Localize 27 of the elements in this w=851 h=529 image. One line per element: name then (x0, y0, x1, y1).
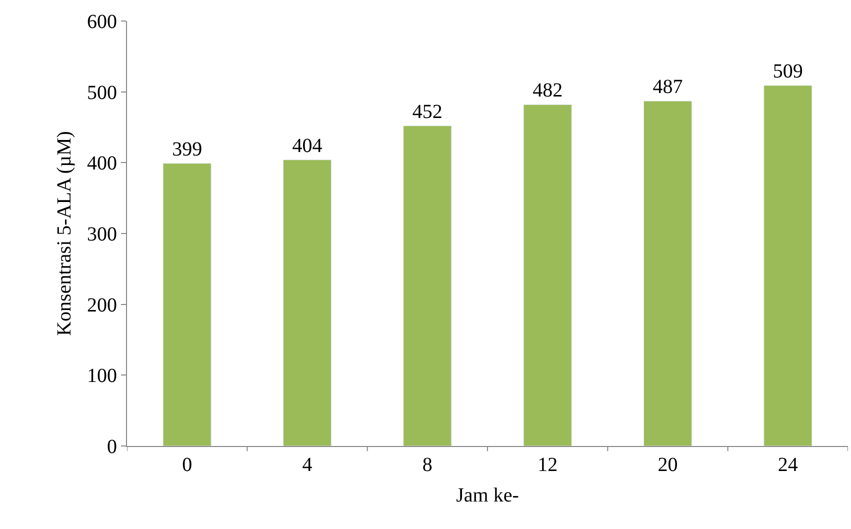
bar (523, 104, 572, 446)
x-axis-title: Jam ke- (456, 484, 519, 506)
bar (162, 163, 212, 446)
data-label: 482 (532, 80, 563, 102)
y-tick-label: 600 (87, 11, 117, 33)
y-tick-label: 100 (87, 365, 117, 388)
data-label: 509 (772, 60, 803, 82)
bar (764, 85, 812, 446)
data-label: 487 (652, 76, 683, 98)
y-tick-label: 500 (87, 82, 117, 104)
x-tick-label: 12 (538, 454, 558, 476)
y-axis-title: Konsentrasi 5-ALA (µM) (54, 131, 76, 336)
data-label: 399 (172, 138, 202, 160)
y-tick-label: 300 (87, 224, 117, 246)
data-label: 452 (412, 100, 442, 123)
x-tick-label: 20 (658, 454, 678, 476)
y-tick-label: 0 (107, 436, 117, 458)
bar (282, 160, 332, 446)
bar (403, 126, 452, 446)
y-tick-label: 200 (87, 294, 117, 316)
x-tick-label: 24 (778, 454, 798, 476)
data-label: 404 (292, 134, 322, 157)
x-tick-label: 0 (182, 454, 192, 476)
y-tick-label: 400 (87, 152, 117, 175)
x-tick-label: 4 (302, 454, 312, 476)
bar (643, 100, 692, 446)
x-tick-label: 8 (422, 454, 432, 476)
